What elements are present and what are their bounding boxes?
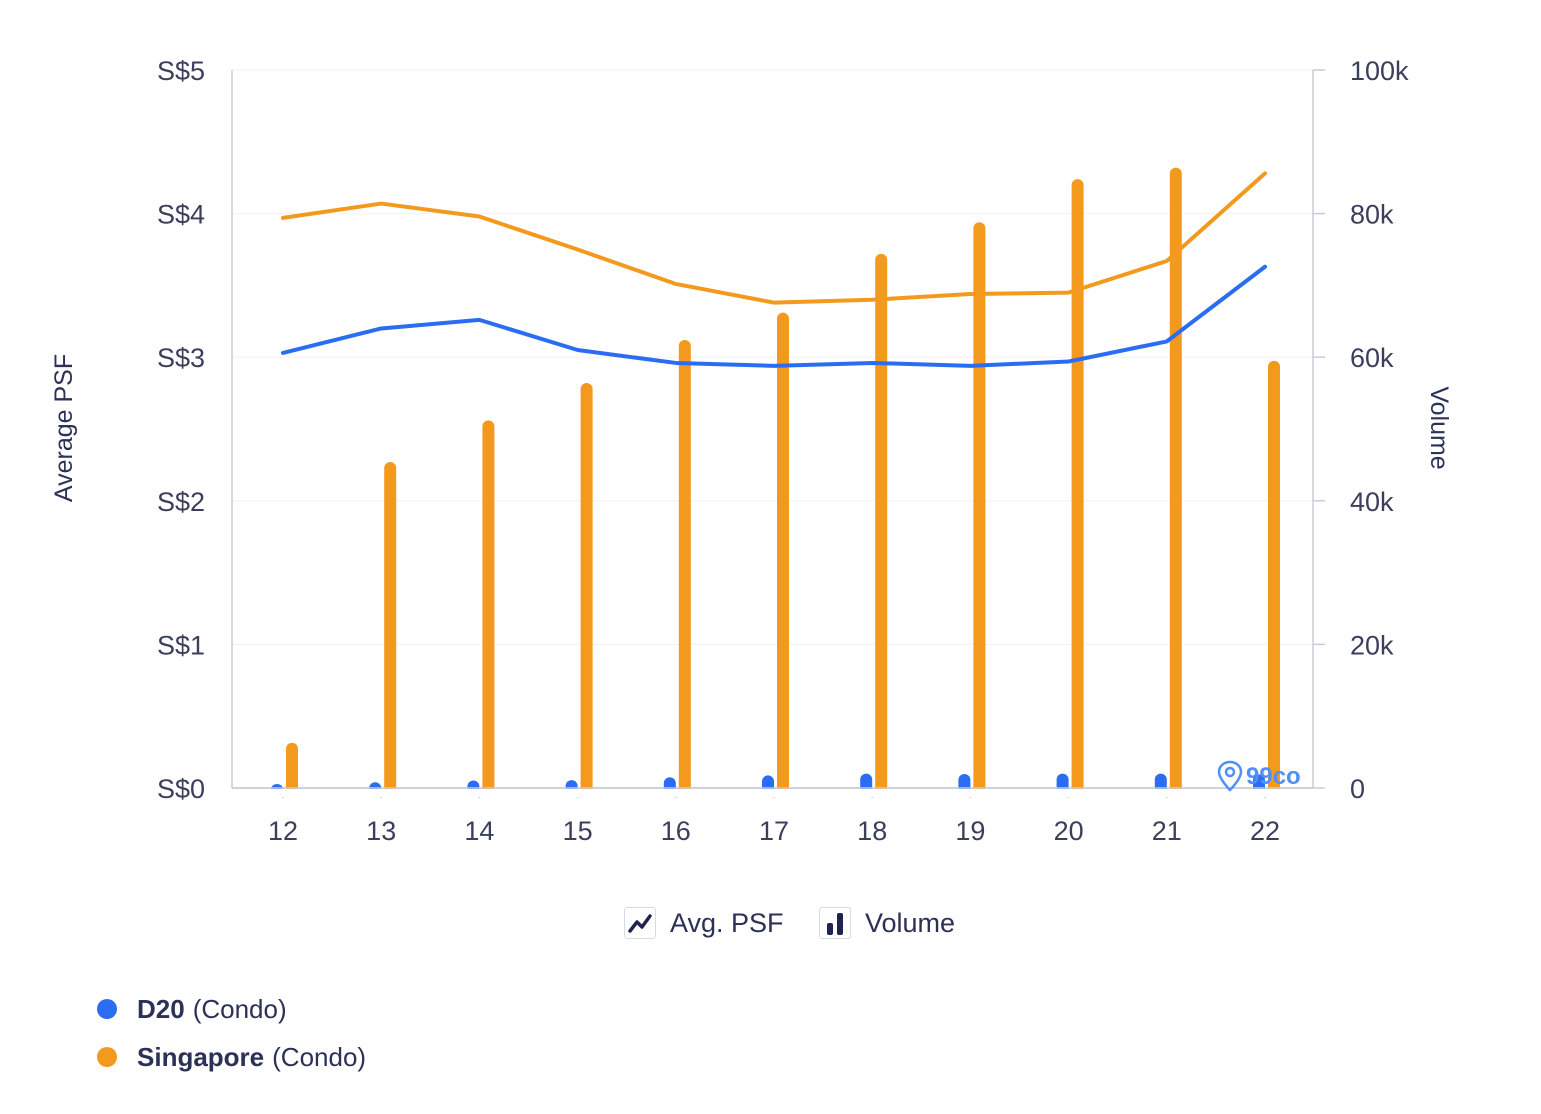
volume-bars — [232, 167, 1313, 797]
left-tick-label: S$3 — [157, 343, 205, 373]
left-tick-label: S$4 — [157, 200, 205, 230]
volume-bar-singapore — [482, 420, 495, 794]
pin-dot — [1224, 766, 1236, 778]
right-tick-label: 80k — [1350, 200, 1394, 230]
volume-bar-d20 — [1056, 773, 1069, 794]
toggle-volume[interactable]: Volume — [819, 907, 955, 939]
legend-type: (Condo) — [192, 993, 287, 1024]
x-tick-label: 12 — [268, 816, 298, 846]
legend-dot-singapore — [97, 1047, 117, 1067]
volume-bar-d20 — [860, 773, 873, 794]
x-tick-label: 19 — [955, 816, 985, 846]
psf-line-d20 — [281, 264, 1267, 368]
volume-bar-singapore — [384, 462, 397, 794]
volume-bar-singapore — [286, 742, 298, 794]
watermark-logo: 99co — [1217, 760, 1301, 792]
left-tick-label: S$0 — [157, 774, 205, 804]
volume-bar-singapore — [875, 253, 888, 795]
x-tick-label: 22 — [1250, 816, 1280, 846]
volume-bar-singapore — [973, 222, 986, 794]
x-tick-label: 21 — [1152, 816, 1182, 846]
volume-bar-singapore — [678, 339, 691, 794]
psf-line-singapore — [281, 171, 1267, 305]
right-tick-label: 20k — [1350, 630, 1394, 660]
legend-name: D20 — [137, 993, 185, 1024]
legend-item-singapore[interactable]: Singapore (Condo) — [97, 1033, 366, 1081]
watermark-text: 99co — [1246, 763, 1301, 790]
x-tick-label: 17 — [759, 816, 789, 846]
x-tick-label: 16 — [661, 816, 691, 846]
x-tick-label: 20 — [1054, 816, 1084, 846]
volume-bar-singapore — [580, 383, 593, 794]
chart: S$0 S$1 S$2 S$3 S$4 S$5 0 20k 40k 60k 80k 100k 12 13 1… — [50, 56, 1453, 846]
volume-bar-singapore — [1169, 167, 1182, 794]
toggle-volume-label: Volume — [865, 907, 956, 938]
psf-lines — [281, 171, 1267, 368]
left-axis-title: Average PSF — [50, 354, 78, 502]
series-type-toggles: Avg. PSF Volume — [0, 903, 1541, 953]
location-pin-icon — [1217, 760, 1243, 792]
volume-bar-d20 — [1154, 773, 1167, 794]
right-tick-label: 100k — [1350, 56, 1409, 86]
toggle-avg-psf[interactable]: Avg. PSF — [624, 907, 784, 939]
left-tick-label: S$1 — [157, 630, 205, 660]
legend: D20 (Condo) Singapore (Condo) — [97, 985, 366, 1081]
left-tick-label: S$5 — [157, 56, 205, 86]
bar-chart-icon — [819, 907, 851, 939]
volume-bar-singapore — [1071, 179, 1084, 795]
volume-bar-singapore — [1268, 360, 1280, 794]
x-tick-label: 13 — [366, 816, 396, 846]
volume-bar-d20 — [958, 773, 971, 794]
legend-type: (Condo) — [272, 1041, 367, 1072]
x-tick-label: 14 — [464, 816, 494, 846]
legend-name: Singapore — [137, 1041, 265, 1072]
tick-labels: S$0 S$1 S$2 S$3 S$4 S$5 0 20k 40k 60k 80k 100k 12 13 1… — [157, 56, 1409, 846]
right-tick-label: 0 — [1350, 774, 1365, 804]
right-tick-label: 40k — [1350, 487, 1394, 517]
gridlines — [232, 69, 1313, 645]
bar-baseline-mask — [233, 789, 1312, 797]
right-axis-title: Volume — [1425, 386, 1453, 469]
line-chart-icon — [624, 907, 656, 939]
legend-dot-d20 — [97, 999, 117, 1019]
toggle-avg-psf-label: Avg. PSF — [670, 907, 784, 938]
x-tick-label: 15 — [563, 816, 593, 846]
legend-item-d20[interactable]: D20 (Condo) — [97, 985, 366, 1033]
x-tick-label: 18 — [857, 816, 887, 846]
left-tick-label: S$2 — [157, 487, 205, 517]
right-tick-label: 60k — [1350, 343, 1394, 373]
volume-bar-singapore — [777, 312, 789, 794]
